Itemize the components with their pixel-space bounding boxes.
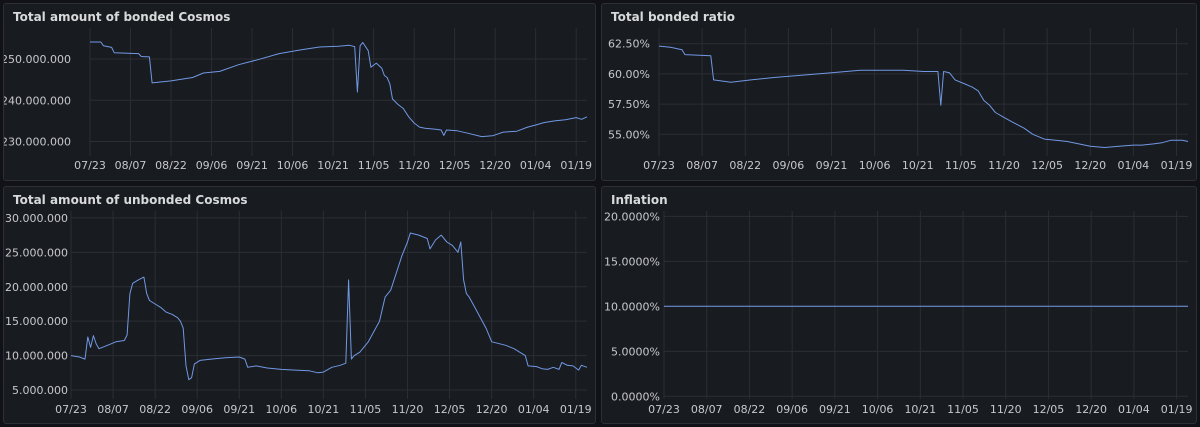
- x-tick-label: 11/05: [945, 159, 977, 172]
- x-tick-label: 01/19: [560, 403, 592, 416]
- panel-title: Total amount of bonded Cosmos: [13, 10, 231, 24]
- series-line: [70, 232, 588, 381]
- x-tick-label: 12/05: [439, 159, 471, 172]
- x-tick-label: 09/21: [819, 403, 851, 416]
- x-tick-label: 01/04: [1118, 403, 1150, 416]
- x-tick-label: 12/05: [1031, 159, 1063, 172]
- x-tick-label: 11/05: [947, 403, 979, 416]
- x-tick-label: 11/20: [988, 159, 1020, 172]
- y-tick-label: 60.00%: [608, 68, 650, 81]
- y-tick-label: 250.000.000: [4, 53, 71, 66]
- x-tick-label: 12/20: [1074, 159, 1106, 172]
- x-tick-label: 08/22: [139, 403, 171, 416]
- y-tick-label: 25.000.000: [5, 246, 68, 259]
- x-tick-label: 09/06: [776, 403, 808, 416]
- x-tick-label: 10/21: [308, 403, 340, 416]
- x-tick-label: 01/04: [520, 159, 552, 172]
- y-tick-label: 20.0000%: [604, 210, 660, 223]
- unbonded-cosmos-chart: 30.000.000 25.000.000 20.000.000 15.000.000…: [5, 211, 592, 416]
- x-tick-label: 10/06: [265, 403, 297, 416]
- x-tick-label: 12/20: [1075, 403, 1107, 416]
- x-tick-label: 01/04: [1118, 159, 1150, 172]
- x-tick-label: 08/07: [691, 403, 723, 416]
- y-tick-label: 5.000.000: [12, 384, 68, 397]
- x-tick-label: 09/21: [223, 403, 255, 416]
- x-tick-label: 09/21: [236, 159, 268, 172]
- x-tick-label: 10/06: [277, 159, 309, 172]
- x-tick-label: 10/21: [317, 159, 349, 172]
- x-tick-label: 12/20: [479, 159, 511, 172]
- x-tick-label: 07/23: [643, 159, 675, 172]
- bonded-cosmos-panel[interactable]: Total amount of bonded Cosmos 250.000.00…: [3, 3, 596, 181]
- x-tick-label: 08/07: [97, 403, 129, 416]
- unbonded-cosmos-panel[interactable]: Total amount of unbonded Cosmos 30.000.0…: [3, 186, 596, 424]
- x-tick-label: 01/19: [560, 159, 592, 172]
- x-tick-label: 01/19: [1161, 403, 1193, 416]
- y-tick-label: 10.000.000: [5, 350, 68, 363]
- x-tick-label: 11/20: [990, 403, 1022, 416]
- x-tick-label: 08/07: [115, 159, 147, 172]
- x-tick-label: 08/22: [155, 159, 187, 172]
- y-tick-label: 15.000.000: [5, 315, 68, 328]
- x-tick-label: 01/04: [518, 403, 550, 416]
- y-tick-label: 10.0000%: [604, 300, 660, 313]
- panel-title: Inflation: [611, 193, 668, 207]
- inflation-panel[interactable]: Inflation 20.0000% 15.0000% 10.0000% 5.0000…: [601, 186, 1197, 424]
- x-tick-label: 08/07: [686, 159, 718, 172]
- x-tick-label: 07/23: [74, 159, 106, 172]
- x-tick-label: 09/21: [816, 159, 848, 172]
- x-tick-label: 09/06: [196, 159, 228, 172]
- x-tick-label: 11/05: [358, 159, 390, 172]
- x-tick-label: 01/19: [1161, 159, 1193, 172]
- y-tick-label: 240.000.000: [4, 94, 71, 107]
- bonded-ratio-chart: 62.50% 60.00% 57.50% 55.00% 07/23 08/07 08/22 0…: [608, 28, 1193, 172]
- x-tick-label: 10/06: [862, 403, 894, 416]
- x-tick-label: 07/23: [55, 403, 87, 416]
- y-tick-label: 57.50%: [608, 98, 650, 111]
- inflation-chart: 20.0000% 15.0000% 10.0000% 5.0000% 0.0000%07…: [604, 210, 1193, 416]
- y-tick-label: 15.0000%: [604, 255, 660, 268]
- x-tick-label: 11/05: [350, 403, 382, 416]
- panel-title: Total amount of unbonded Cosmos: [13, 193, 248, 207]
- x-tick-label: 08/22: [734, 403, 766, 416]
- x-tick-label: 10/21: [904, 403, 936, 416]
- series-line: [658, 45, 1189, 148]
- y-tick-label: 0.0000%: [611, 390, 660, 403]
- x-tick-label: 10/21: [902, 159, 934, 172]
- bonded-ratio-panel[interactable]: Total bonded ratio 62.50% 60.00% 57.50% 55.…: [601, 3, 1197, 181]
- panel-title: Total bonded ratio: [611, 10, 735, 24]
- y-tick-label: 20.000.000: [5, 281, 68, 294]
- x-tick-label: 11/20: [398, 159, 430, 172]
- x-tick-label: 12/05: [434, 403, 466, 416]
- y-tick-label: 30.000.000: [5, 212, 68, 225]
- y-tick-label: 230.000.000: [4, 136, 71, 149]
- x-tick-label: 11/20: [392, 403, 424, 416]
- y-tick-label: 5.0000%: [611, 345, 660, 358]
- x-tick-label: 12/05: [1033, 403, 1065, 416]
- series-line: [90, 41, 588, 138]
- x-tick-label: 08/22: [729, 159, 761, 172]
- y-tick-label: 62.50%: [608, 38, 650, 51]
- x-tick-label: 09/06: [181, 403, 213, 416]
- x-tick-label: 07/23: [648, 403, 680, 416]
- y-tick-label: 55.00%: [608, 128, 650, 141]
- x-tick-label: 12/20: [476, 403, 508, 416]
- x-tick-label: 10/06: [859, 159, 891, 172]
- x-tick-label: 09/06: [773, 159, 805, 172]
